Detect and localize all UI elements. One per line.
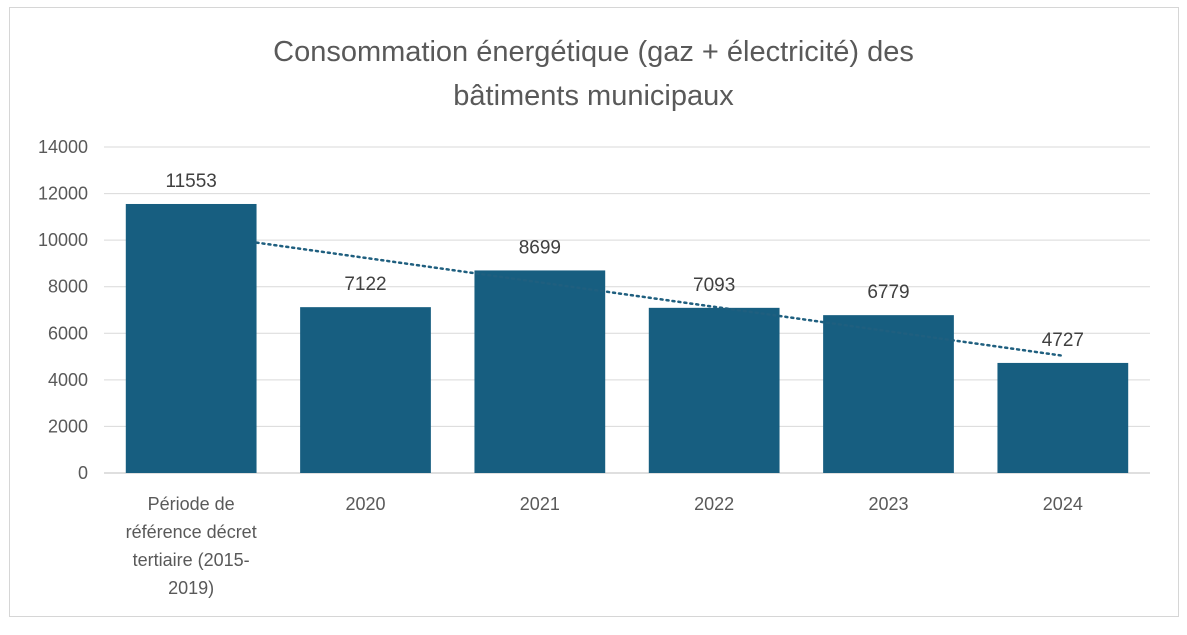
y-tick-label: 10000 xyxy=(38,230,88,250)
x-tick-label: référence décret xyxy=(126,522,257,542)
data-label: 8699 xyxy=(519,237,561,258)
y-tick-label: 2000 xyxy=(48,416,88,436)
data-label: 7093 xyxy=(693,275,735,296)
y-tick-label: 14000 xyxy=(38,137,88,157)
bar xyxy=(125,203,257,473)
chart-title-line-1: Consommation énergétique (gaz + électric… xyxy=(273,36,914,68)
bar xyxy=(300,307,431,473)
bar xyxy=(823,315,954,473)
x-tick-label: 2020 xyxy=(345,494,385,514)
y-tick-label: 12000 xyxy=(38,184,88,204)
y-tick-label: 0 xyxy=(78,463,88,483)
chart-title-line-2: bâtiments municipaux xyxy=(453,80,734,112)
x-tick-label: 2021 xyxy=(520,494,560,514)
y-tick-label: 4000 xyxy=(48,370,88,390)
y-tick-label: 6000 xyxy=(48,323,88,343)
x-tick-label: 2022 xyxy=(694,494,734,514)
trendline xyxy=(255,241,1065,357)
y-tick-label: 8000 xyxy=(48,277,88,297)
data-label: 6779 xyxy=(867,282,909,303)
x-tick-label: 2024 xyxy=(1043,494,1083,514)
bar xyxy=(997,362,1129,473)
bar xyxy=(648,307,780,473)
data-label: 7122 xyxy=(344,274,386,295)
x-tick-label: tertiaire (2015- xyxy=(133,550,250,570)
x-tick-label: Période de xyxy=(148,494,235,514)
x-tick-label: 2019) xyxy=(168,578,214,598)
x-tick-label: 2023 xyxy=(868,494,908,514)
chart-title: Consommation énergétique (gaz + électric… xyxy=(0,30,1187,118)
data-label: 4727 xyxy=(1042,330,1084,351)
bar xyxy=(474,270,606,473)
data-label: 11553 xyxy=(165,171,216,192)
